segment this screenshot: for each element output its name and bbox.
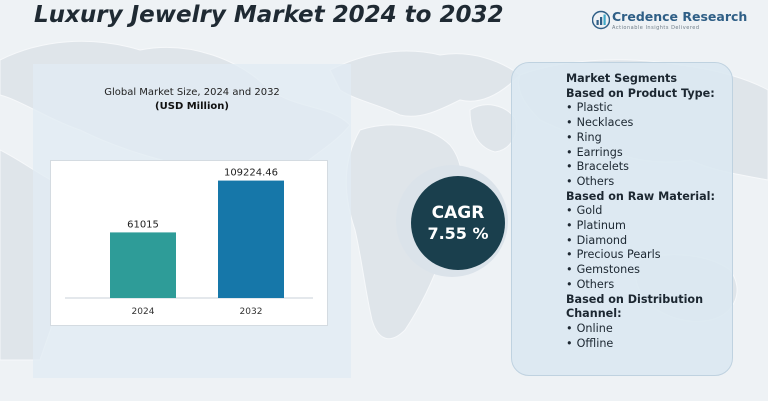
brand-tagline: Actionable Insights Delivered [612, 25, 700, 31]
segment-item-precious-pearls: Precious Pearls [566, 248, 724, 263]
chart-title: Global Market Size, 2024 and 2032 [104, 87, 280, 98]
segment-item-online: Online [566, 322, 724, 337]
distribution-channel-heading: Based on Distribution Channel: [566, 292, 704, 321]
bar-chart-logo-icon [592, 10, 610, 30]
cagr-label: CAGR [431, 202, 485, 223]
bar-2032 [218, 180, 284, 298]
market-size-panel: Global Market Size, 2024 and 2032 (USD M… [33, 64, 351, 378]
segment-item-plastic: Plastic [566, 101, 724, 116]
x-tick-label-2032: 2032 [240, 307, 263, 317]
distribution-channel-list: Online Offline [566, 322, 724, 351]
segment-item-ring: Ring [566, 131, 724, 146]
segment-item-others-product: Others [566, 175, 724, 190]
segment-item-bracelets: Bracelets [566, 160, 724, 175]
cagr-badge: CAGR 7.55 % [411, 176, 505, 270]
raw-material-heading: Based on Raw Material: [566, 189, 715, 203]
chart-unit: (USD Million) [155, 101, 229, 112]
segment-item-others-material: Others [566, 278, 724, 293]
bar-chart-frame: 61015 2024 109224.46 2032 [50, 160, 328, 326]
bar-value-label-2024: 61015 [127, 219, 159, 230]
segment-item-diamond: Diamond [566, 234, 724, 249]
market-segments-panel: Market Segments Based on Product Type: P… [511, 62, 733, 376]
product-type-list: Plastic Necklaces Ring Earrings Bracelet… [566, 101, 724, 189]
segments-content: Market Segments Based on Product Type: P… [566, 72, 724, 351]
segment-item-gemstones: Gemstones [566, 263, 724, 278]
cagr-value: 7.55 % [427, 223, 489, 243]
segment-item-earrings: Earrings [566, 146, 724, 161]
page-title: Luxury Jewelry Market 2024 to 2032 [34, 2, 504, 28]
product-type-heading: Based on Product Type: [566, 86, 715, 100]
raw-material-list: Gold Platinum Diamond Precious Pearls Ge… [566, 204, 724, 292]
brand-name: Credence Research [612, 9, 748, 24]
x-tick-label-2024: 2024 [132, 307, 155, 317]
bar-value-label-2032: 109224.46 [224, 168, 278, 179]
segments-heading: Market Segments [566, 72, 678, 85]
bar-chart: 61015 2024 109224.46 2032 [65, 168, 313, 317]
segment-item-gold: Gold [566, 204, 724, 219]
segment-item-platinum: Platinum [566, 219, 724, 234]
segment-item-offline: Offline [566, 337, 724, 352]
segment-item-necklaces: Necklaces [566, 116, 724, 131]
bar-2024 [110, 232, 176, 298]
